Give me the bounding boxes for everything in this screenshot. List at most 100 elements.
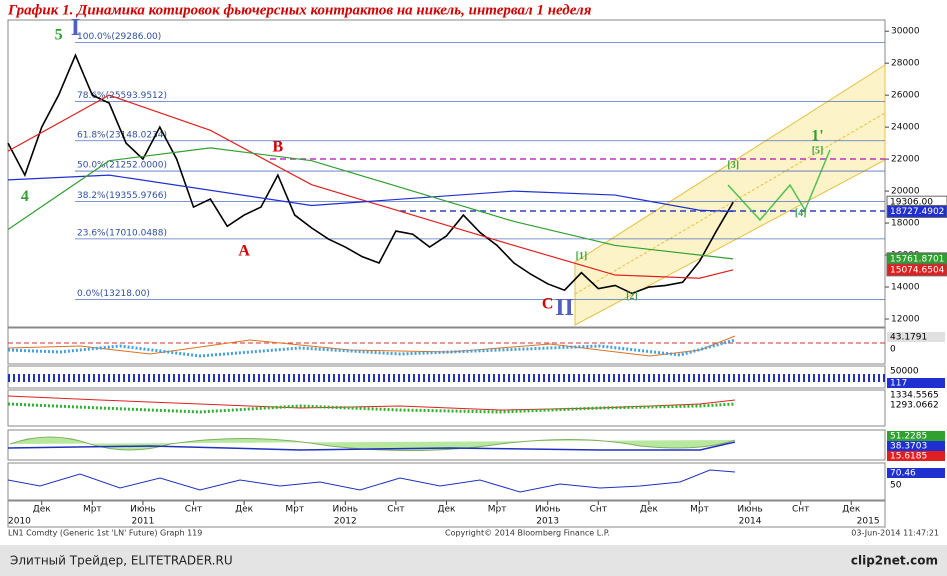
channel (574, 64, 886, 326)
indicator-label: 43.1791 (890, 333, 927, 343)
panel-line (7, 395, 736, 411)
price-label: 18727.4902 (890, 207, 944, 217)
x-year-label: 2011 (131, 517, 154, 527)
wave-projection (727, 149, 831, 222)
fib-label: 38.2%(19355.9766) (77, 191, 167, 201)
fib-label: 100.0%(29286.00) (77, 32, 161, 42)
x-tick-label: Июнь (130, 505, 156, 515)
y-tick-label: 26000 (891, 91, 920, 101)
fib-label: 0.0%(13218.00) (77, 289, 150, 299)
indicator-label: 117 (890, 379, 907, 389)
indicator-panels (7, 327, 886, 501)
x-tick-label: Снт (185, 505, 202, 515)
indicator-box (887, 441, 945, 451)
indicator-box (887, 480, 945, 490)
footer-center: Copyright© 2014 Bloomberg Finance L.P. (445, 529, 610, 538)
y-tick-label: 12000 (891, 315, 920, 325)
watermark-bar (0, 545, 947, 576)
x-tick-label: Мрт (285, 505, 304, 515)
indicator-label: 50000 (890, 367, 919, 377)
indicator-label: 0 (890, 345, 896, 355)
y-tick-label: 30000 (891, 27, 920, 37)
indicator-label: 1293.0662 (890, 401, 939, 411)
wave-label: I (71, 15, 80, 41)
footer-right: 03-Jun-2014 11:47:21 (851, 529, 939, 538)
indicator-box (887, 390, 945, 400)
price-label: 15761.8701 (890, 254, 944, 264)
price-line (7, 174, 734, 213)
x-tick-label: Дек (33, 505, 52, 515)
y-tick-label: 18000 (891, 219, 920, 229)
wave-label: 1' (811, 127, 823, 144)
x-tick-label: Мрт (690, 505, 709, 515)
x-tick-label: Июнь (535, 505, 561, 515)
indicator-box (887, 332, 945, 342)
indicator-box (887, 378, 945, 388)
x-tick-label: Дек (235, 505, 254, 515)
wave-label: [2] (626, 291, 638, 302)
panel (7, 462, 886, 501)
x-year-label: 2012 (334, 517, 357, 527)
x-tick-label: Дек (842, 505, 861, 515)
indicator-box (887, 344, 945, 354)
wave-label: B (273, 139, 284, 156)
chart-title: График 1. Динамика котировок фьючерсных … (7, 2, 592, 18)
x-tick-label: Снт (792, 505, 809, 515)
x-year-label: 2015 (857, 517, 880, 527)
fib-label: 78.6%(25593.9512) (77, 91, 167, 101)
indicator-box (887, 400, 945, 410)
x-year-label: 2010 (8, 517, 31, 527)
wave-label: C (542, 295, 554, 312)
indicator-box (887, 366, 945, 376)
y-tick-label: 24000 (891, 123, 920, 133)
x-year-label: 2014 (739, 517, 762, 527)
x-tick-label: Мрт (83, 505, 102, 515)
panel-line (7, 441, 736, 451)
wave-label: II (555, 295, 574, 321)
panel-area (9, 436, 736, 452)
y-tick-label: 22000 (891, 155, 920, 165)
indicator-label: 51.2285 (890, 432, 927, 442)
wave-label: [3] (727, 160, 739, 171)
y-tick-label: 14000 (891, 283, 920, 293)
x-tick-label: Июнь (333, 505, 359, 515)
price-line (7, 147, 734, 260)
watermark-right: clip2net.com (851, 554, 938, 568)
panel-hist (7, 338, 736, 358)
wave-label: 5 (55, 27, 63, 44)
x-tick-label: Дек (640, 505, 659, 515)
price-label-box (886, 204, 947, 218)
wave-label: [4] (795, 208, 807, 219)
x-axis (7, 500, 886, 528)
indicator-label: 70.46 (890, 469, 916, 479)
x-tick-label: Дек (437, 505, 456, 515)
price-line (7, 94, 734, 279)
indicator-label: 15.6185 (890, 452, 927, 462)
indicator-label: 50 (890, 481, 902, 491)
fib-label: 23.6%(17010.0488) (77, 228, 167, 238)
wave-label: [5] (812, 145, 824, 156)
price-line (7, 53, 734, 295)
wave-label: [1] (576, 251, 588, 262)
wave-label: A (238, 243, 250, 260)
fib-label: 50.0%(21252.0000) (77, 161, 167, 171)
panel (7, 327, 886, 365)
y-tick-label: 20000 (891, 187, 920, 197)
watermark-left: Элитный Трейдер, ELITETRADER.RU (10, 554, 233, 568)
indicator-label: 1334.5565 (890, 391, 939, 401)
price-label: 15074.6504 (890, 265, 945, 275)
y-tick-label: 28000 (891, 59, 920, 69)
price-label: 19306.00 (890, 198, 933, 208)
panel-hist (7, 402, 736, 414)
x-tick-label: Мрт (488, 505, 507, 515)
x-tick-label: Снт (590, 505, 607, 515)
wave-label: 4 (21, 188, 29, 205)
indicator-box (887, 451, 945, 461)
panel-line (7, 469, 736, 493)
indicator-box (887, 431, 945, 441)
indicator-box (887, 468, 945, 478)
footer-left: LN1 Comdty (Generic 1st 'LN' Future) Gra… (8, 529, 202, 538)
indicator-label: 38.3703 (890, 442, 927, 452)
x-tick-label: Июнь (737, 505, 763, 515)
